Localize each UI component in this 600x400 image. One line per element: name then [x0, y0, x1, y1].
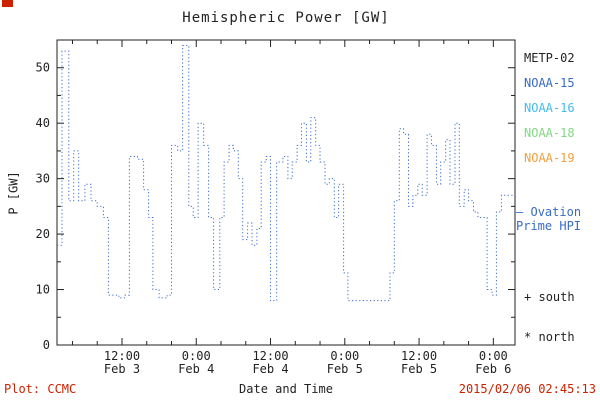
north-marker-label: north [538, 330, 575, 344]
ovation-dash: — [516, 205, 524, 219]
north-marker-symbol: * [524, 330, 532, 344]
legend-item-noaa18: NOAA-18 [524, 126, 575, 140]
legend: METP-02 NOAA-15 NOAA-16 NOAA-18 NOAA-19 [524, 46, 598, 171]
y-tick-label: 50 [36, 61, 50, 75]
ovation-line1-row: — Ovation [516, 205, 600, 219]
corner-mark [2, 0, 13, 7]
plot-border [56, 39, 516, 346]
legend-item-metp02: METP-02 [524, 51, 575, 65]
x-tick-date-label: Feb 3 [104, 362, 140, 376]
x-tick-time-label: 12:00 [104, 349, 140, 363]
x-tick-time-label: 12:00 [252, 349, 288, 363]
y-tick-label: 20 [36, 227, 50, 241]
footer-plot-source: Plot: CCMC [4, 382, 77, 396]
footer-timestamp: 2015/02/06 02:45:13 [458, 382, 596, 396]
south-marker-label: south [538, 290, 575, 304]
x-tick-time-label: 0:00 [182, 349, 211, 363]
x-tick-date-label: Feb 5 [401, 362, 437, 376]
y-tick-label: 10 [36, 283, 50, 297]
y-tick-label: 40 [36, 116, 50, 130]
legend-item-noaa19: NOAA-19 [524, 151, 575, 165]
x-tick-date-label: Feb 4 [178, 362, 214, 376]
x-tick-time-label: 0:00 [479, 349, 508, 363]
chart-title: Hemispheric Power [GW] [182, 10, 390, 26]
x-tick-time-label: 0:00 [330, 349, 359, 363]
south-marker-symbol: + [524, 290, 532, 304]
south-marker: + south [524, 290, 575, 304]
ovation-line1: Ovation [530, 205, 582, 219]
legend-item-noaa16: NOAA-16 [524, 101, 575, 115]
north-marker: * north [524, 330, 575, 344]
y-tick-label: 30 [36, 172, 50, 186]
x-tick-date-label: Feb 5 [327, 362, 363, 376]
series-path [57, 45, 515, 302]
legend-item-noaa15: NOAA-15 [524, 76, 575, 90]
x-axis-label: Date and Time [239, 382, 333, 396]
x-tick-date-label: Feb 4 [252, 362, 288, 376]
ovation-prime-hpi-label: — Ovation Prime HPI [516, 205, 600, 233]
x-tick-date-label: Feb 6 [475, 362, 511, 376]
ovation-line2: Prime HPI [516, 219, 582, 233]
y-tick-label: 0 [43, 338, 50, 352]
x-tick-time-label: 12:00 [401, 349, 437, 363]
